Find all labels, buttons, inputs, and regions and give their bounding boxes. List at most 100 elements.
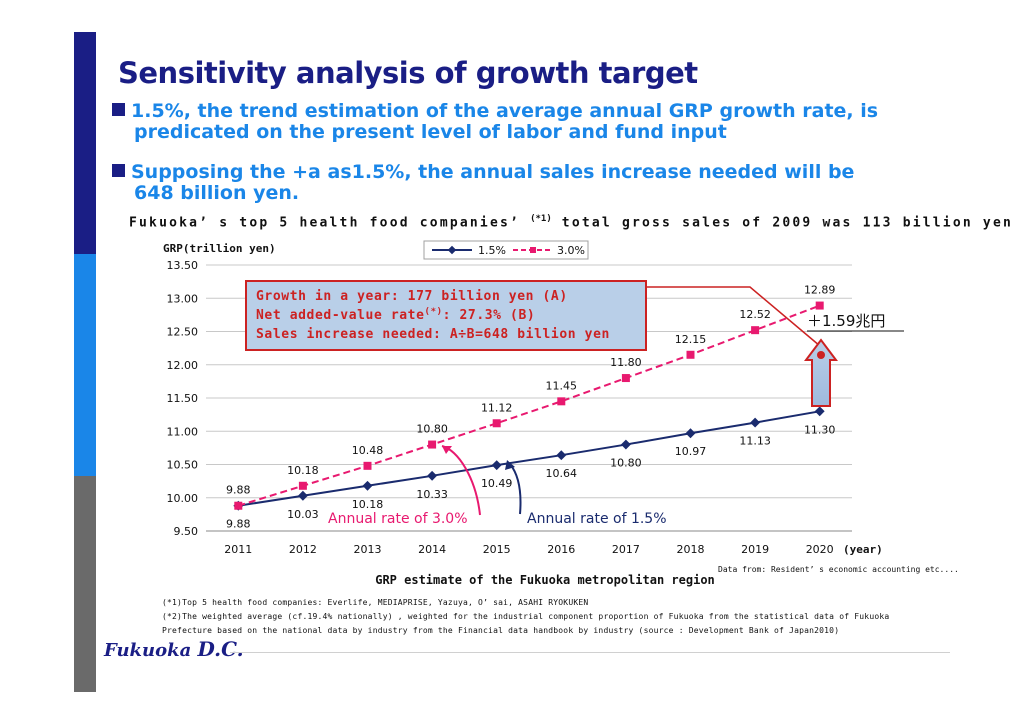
data-label: 10.80 <box>416 423 448 436</box>
marker-1-5 <box>491 460 502 471</box>
annotation-box-frame <box>245 280 647 351</box>
marker-3-0 <box>363 461 372 470</box>
pink-curve-arrow <box>441 445 481 516</box>
increase-amount-label: ＋1.59兆円 <box>807 312 885 330</box>
side-bar-navy <box>74 32 96 254</box>
y-axis-label: GRP(trillion yen) <box>163 242 276 255</box>
marker-3-0 <box>298 481 307 490</box>
legend-label-1-5: 1.5% <box>478 244 506 257</box>
bullet-2-line-2: 648 billion yen. <box>134 182 300 204</box>
marker-3-0 <box>621 374 630 383</box>
pink-rate-label: Annual rate of 3.0% <box>328 511 468 527</box>
callout-connector <box>646 286 821 347</box>
sales-subheading: Fukuoka’ s top 5 health food companies’ … <box>129 214 1013 230</box>
data-label: 10.80 <box>610 457 642 470</box>
chart-legend: 1.5% 3.0% <box>423 240 589 260</box>
legend-label-3-0: 3.0% <box>557 244 585 257</box>
legend-marker-3-0 <box>530 247 536 253</box>
annotation-line-3: Sales increase needed: A÷B=648 billion y… <box>256 327 610 342</box>
y-tick-label: 11.00 <box>167 425 199 438</box>
logo-dc-text: D.C. <box>197 637 244 661</box>
data-label: 10.18 <box>352 498 384 511</box>
data-label: 11.80 <box>610 356 642 369</box>
marker-1-5 <box>750 417 761 428</box>
marker-3-0 <box>686 350 695 359</box>
bullet-growth-rate: 1.5%, the trend estimation of the averag… <box>112 101 952 143</box>
growth-annotation-box: Growth in a year: 177 billion yen (A) Ne… <box>245 280 647 351</box>
pink-arrow-head-icon <box>442 446 452 454</box>
legend-marker-1-5 <box>447 245 457 255</box>
annotation-line-2: Net added-value rate(*): 27.3% (B) <box>256 307 535 323</box>
side-bar-blue <box>74 254 96 476</box>
marker-3-0 <box>234 501 243 510</box>
up-arrow-icon <box>804 338 838 407</box>
marker-3-0 <box>557 397 566 406</box>
logo-main-text: Fukuoka <box>104 640 198 661</box>
y-axis-ticks: 9.50 10.00 10.50 11.00 11.50 12.00 12.50 13.00 1… <box>167 259 199 538</box>
marker-1-5 <box>297 490 308 501</box>
marker-3-0 <box>492 419 501 428</box>
x-tick-label: 2012 <box>289 543 317 556</box>
y-tick-label: 12.00 <box>167 359 199 372</box>
company-logo: Fukuoka D.C. <box>104 637 244 661</box>
x-tick-label: 2014 <box>418 543 446 556</box>
marker-1-5 <box>685 428 696 439</box>
bullet-1-line-1: 1.5%, the trend estimation of the averag… <box>131 100 879 122</box>
series-line-1-5 <box>238 410 820 507</box>
marker-1-5 <box>427 470 438 481</box>
data-label: 10.97 <box>675 445 707 458</box>
side-bar-gray <box>74 476 96 692</box>
marker-1-5 <box>620 439 631 450</box>
increase-callout: ＋1.59兆円 <box>804 312 904 407</box>
marker-1-5 <box>556 450 567 461</box>
y-tick-label: 10.50 <box>167 459 199 472</box>
data-label: 12.15 <box>675 333 707 346</box>
bullet-square-icon <box>112 164 125 177</box>
data-label: 9.88 <box>226 518 251 531</box>
legend-box <box>423 240 589 260</box>
x-tick-label: 2015 <box>483 543 511 556</box>
data-label: 9.88 <box>226 484 251 497</box>
rate-annotations: Annual rate of 3.0% Annual rate of 1.5% <box>328 445 667 527</box>
marker-1-5 <box>814 406 825 417</box>
grp-line-chart: 9.50 10.00 10.50 11.00 11.50 12.00 12.50 13.00 1… <box>163 240 904 587</box>
footnote-2: (*2)The weighted average (cf.19.4% natio… <box>162 612 890 621</box>
annotation-line-1: Growth in a year: 177 billion yen (A) <box>256 289 568 304</box>
y-tick-label: 11.50 <box>167 392 199 405</box>
marker-3-0 <box>751 326 760 335</box>
data-label: 10.48 <box>352 444 384 457</box>
data-source-note: Data from: Resident’ s economic accounti… <box>718 565 959 574</box>
marker-3-0 <box>815 301 824 310</box>
slide-title: Sensitivity analysis of growth target <box>118 56 698 90</box>
data-label: 11.30 <box>804 423 836 436</box>
data-label: 10.64 <box>546 467 578 480</box>
x-tick-label: 2018 <box>677 543 705 556</box>
annotation-line-2-b: : 27.3% (B) <box>443 308 536 323</box>
chart-data-labels: 9.88 10.03 10.18 10.33 10.49 10.64 10.80 10.97 1… <box>226 284 835 531</box>
x-tick-label: 2017 <box>612 543 640 556</box>
data-label: 10.49 <box>481 477 513 490</box>
bullet-sales-increase: Supposing the +a as1.5%, the annual sale… <box>112 162 952 204</box>
data-label: 12.89 <box>804 284 836 297</box>
data-label: 10.33 <box>416 488 448 501</box>
x-tick-label: 2019 <box>741 543 769 556</box>
data-label: 12.52 <box>739 308 771 321</box>
bullet-square-icon <box>112 103 125 116</box>
x-tick-label: 2013 <box>354 543 382 556</box>
data-label: 10.18 <box>287 464 319 477</box>
side-color-bar <box>74 32 96 692</box>
bullet-2-line-1: Supposing the +a as1.5%, the annual sale… <box>131 161 855 183</box>
marker-1-5 <box>362 480 373 491</box>
y-tick-label: 9.50 <box>174 525 199 538</box>
subhead-footnote-mark: (*1) <box>530 214 552 224</box>
annotation-line-2-sup: (*) <box>425 307 443 317</box>
y-tick-label: 13.00 <box>167 292 199 305</box>
x-axis-ticks: 2011 2012 2013 2014 2015 2016 2017 2018 2019 2020 <box>224 543 833 556</box>
data-label: 10.03 <box>287 508 319 521</box>
annotation-line-2-a: Net added-value rate <box>256 308 425 323</box>
marker-3-0 <box>428 440 437 449</box>
x-tick-label: 2016 <box>547 543 575 556</box>
x-tick-label: 2011 <box>224 543 252 556</box>
navy-arrow-head-icon <box>505 460 515 470</box>
footer-divider <box>230 652 950 653</box>
